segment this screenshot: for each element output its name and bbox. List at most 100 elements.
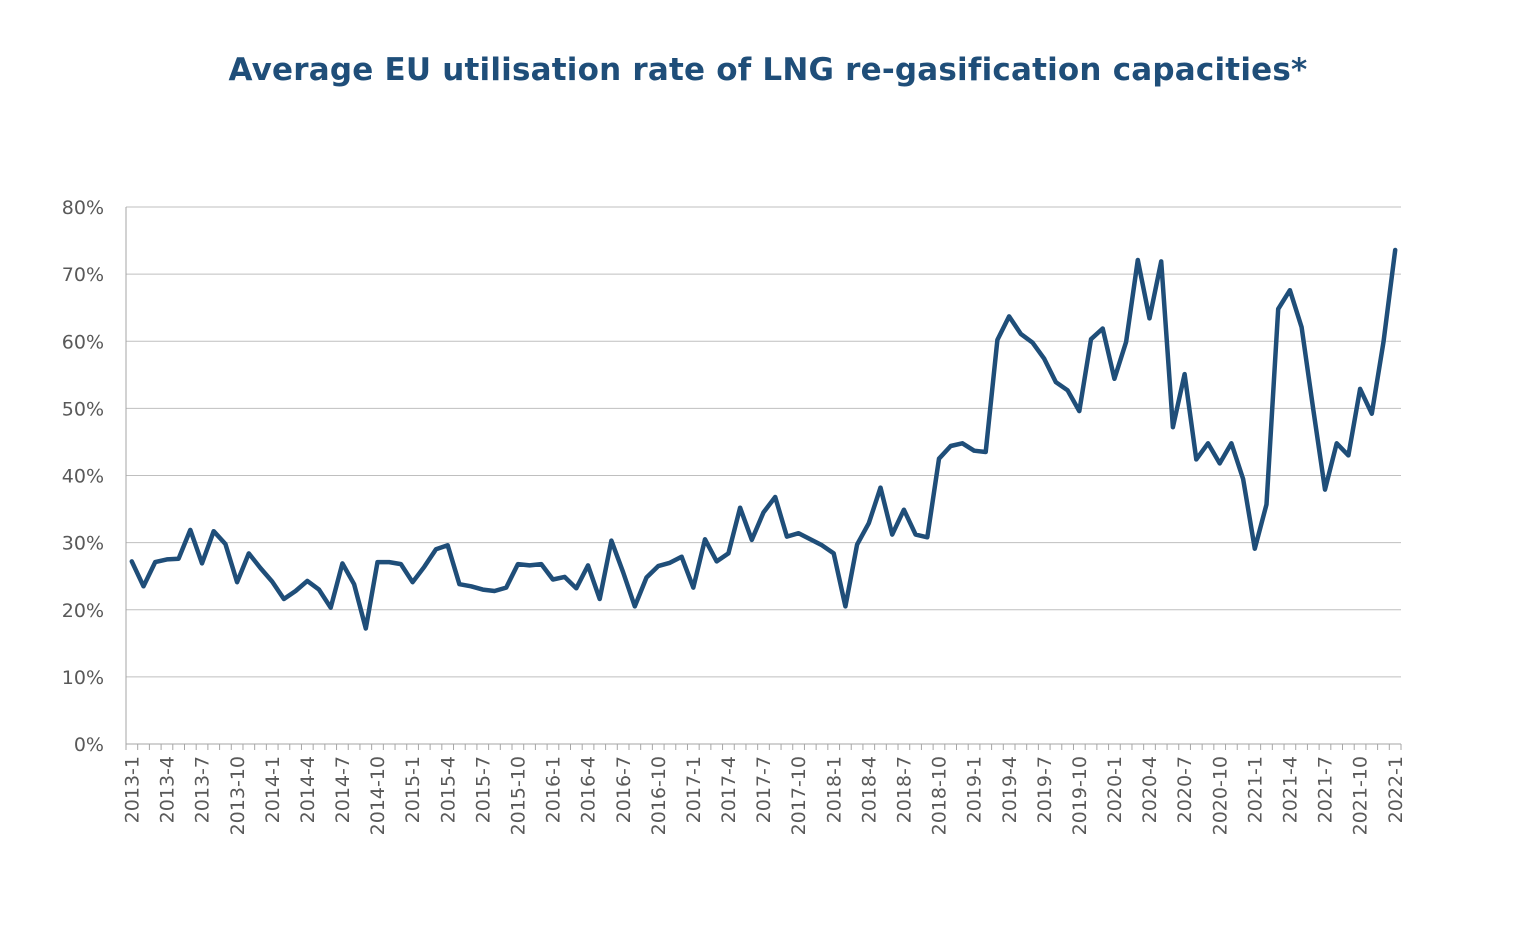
data-point [645,576,649,580]
data-point [259,566,263,570]
data-point [130,559,134,563]
data-point [914,533,918,537]
data-point [1159,259,1163,263]
x-tick-label: 2018-1 [823,756,845,823]
x-tick-label: 2021-7 [1315,756,1337,823]
data-point [200,561,204,565]
chart-title: Average EU utilisation rate of LNG re-ga… [228,52,1308,88]
data-point [797,531,801,535]
data-point [633,604,637,608]
data-point [387,560,391,564]
data-point [188,528,192,532]
data-point [1042,357,1046,361]
data-point [446,543,450,547]
data-point [1253,547,1257,551]
data-point [481,588,485,592]
data-point [294,589,298,593]
data-point [1054,380,1058,384]
y-tick-label: 10% [62,667,104,689]
axes [125,207,1402,750]
data-point [598,597,602,601]
data-point [1019,332,1023,336]
data-point [223,542,227,546]
y-tick-label: 30% [62,533,104,555]
data-point [738,506,742,510]
data-point [574,586,578,590]
data-point [691,586,695,590]
data-point [469,584,473,588]
data-point [1288,288,1292,292]
data-point [422,565,426,569]
data-point [563,575,567,579]
x-tick-label: 2021-10 [1350,756,1372,835]
data-point [1112,377,1116,381]
data-point [1382,340,1386,344]
x-tick-label: 2021-1 [1244,756,1266,823]
data-point [949,444,953,448]
x-tick-label: 2013-1 [121,756,143,823]
data-point [960,441,964,445]
data-point [972,449,976,453]
data-point [1183,372,1187,376]
data-point [1077,409,1081,413]
x-tick-label: 2019-7 [1034,756,1056,823]
data-point [247,551,251,555]
data-point [984,450,988,454]
y-tick-label: 70% [62,264,104,286]
x-tick-label: 2017-4 [718,756,740,823]
x-tick-label: 2016-10 [648,756,670,835]
data-point [1241,477,1245,481]
data-point [434,547,438,551]
x-tick-label: 2020-1 [1104,756,1126,823]
x-tick-label: 2018-7 [894,756,916,823]
data-point [703,537,707,541]
y-tick-label: 40% [62,466,104,488]
data-point [1124,340,1128,344]
data-point [528,563,532,567]
data-point [1323,488,1327,492]
x-tick-label: 2019-1 [964,756,986,823]
data-point [364,627,368,631]
data-point [142,584,146,588]
data-point [1358,387,1362,391]
data-point [1218,461,1222,465]
x-tick-label: 2014-1 [262,756,284,823]
x-tick-label: 2016-7 [613,756,635,823]
data-point [212,529,216,533]
data-point [680,555,684,559]
data-point [879,486,883,490]
data-point [539,562,543,566]
data-point [1148,316,1152,320]
data-point [1089,337,1093,341]
gridlines [126,206,1401,678]
data-point [153,560,157,564]
data-point [867,521,871,525]
data-point [329,606,333,610]
y-tick-label: 60% [62,331,104,353]
x-tick-label: 2014-7 [332,756,354,823]
data-point [925,535,929,539]
data-point [1031,341,1035,345]
data-point [785,535,789,539]
data-point [317,588,321,592]
data-point [762,510,766,514]
x-tick-label: 2017-7 [753,756,775,823]
data-point [586,563,590,567]
data-point [1265,502,1269,506]
data-point [457,582,461,586]
data-point [399,562,403,566]
data-point [411,580,415,584]
x-tick-label: 2015-1 [402,756,424,823]
data-point [1066,388,1070,392]
x-tick-label: 2017-10 [788,756,810,835]
x-tick-label: 2016-1 [543,756,565,823]
data-point [340,561,344,565]
data-point [1101,327,1105,331]
x-tick-label: 2018-4 [858,756,880,823]
data-point [668,561,672,565]
data-point [995,338,999,342]
series-layer [129,247,1398,631]
data-point [1194,457,1198,461]
